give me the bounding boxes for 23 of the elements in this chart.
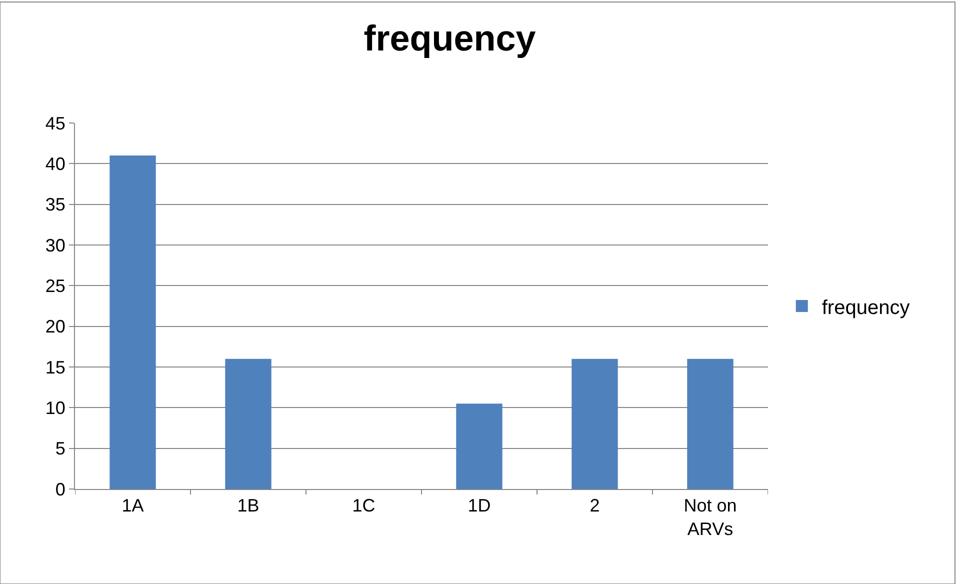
legend-label: frequency (822, 296, 910, 319)
bar (225, 358, 272, 489)
y-tick-label: 25 (45, 276, 66, 296)
bar (456, 404, 502, 489)
bar (572, 358, 618, 489)
x-tick-label: 2 (590, 496, 600, 516)
x-tick-label: 1B (237, 496, 260, 516)
x-tick-label: 1C (352, 496, 376, 516)
chart-title: frequency (364, 18, 536, 59)
y-tick-label: 45 (45, 113, 66, 134)
bar (687, 358, 734, 489)
x-tick-label: 1A (122, 496, 144, 516)
y-tick-label: 40 (45, 154, 66, 174)
y-tick-label: 20 (45, 316, 66, 337)
y-tick-label: 35 (45, 194, 66, 215)
y-tick-label: 5 (55, 438, 66, 459)
y-tick-label: 15 (45, 357, 66, 378)
x-tick-label: 1D (468, 496, 491, 516)
x-tick-label: Not on ARVs (684, 496, 737, 539)
y-tick-label: 0 (55, 479, 66, 500)
bar (110, 156, 156, 489)
y-tick-label: 30 (45, 235, 66, 256)
y-tick-label: 10 (45, 398, 66, 418)
